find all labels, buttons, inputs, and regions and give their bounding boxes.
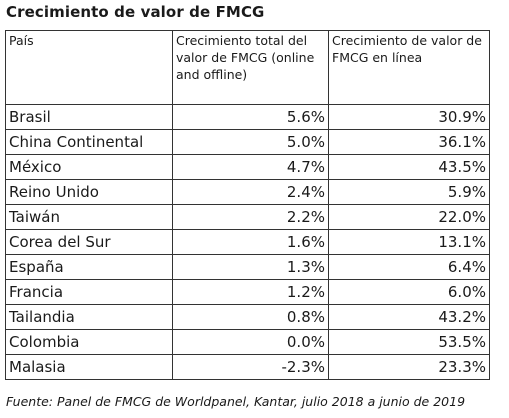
online-growth-cell: 53.5% <box>328 329 490 355</box>
table-row: Tailandia 0.8% 43.2% <box>5 304 490 330</box>
header-total-growth: Crecimiento total del valor de FMCG (onl… <box>172 30 329 105</box>
table-row: México 4.7% 43.5% <box>5 154 490 180</box>
total-growth-cell: 1.2% <box>172 279 329 305</box>
table-title: Crecimiento de valor de FMCG <box>6 3 265 21</box>
table-row: Corea del Sur 1.6% 13.1% <box>5 229 490 255</box>
online-growth-cell: 43.2% <box>328 304 490 330</box>
online-growth-cell: 22.0% <box>328 204 490 230</box>
country-cell: Reino Unido <box>5 179 173 205</box>
online-growth-cell: 30.9% <box>328 104 490 130</box>
online-growth-cell: 6.4% <box>328 254 490 280</box>
online-growth-cell: 43.5% <box>328 154 490 180</box>
online-growth-cell: 23.3% <box>328 354 490 380</box>
total-growth-cell: 0.0% <box>172 329 329 355</box>
country-cell: México <box>5 154 173 180</box>
total-growth-cell: 5.0% <box>172 129 329 155</box>
country-cell: España <box>5 254 173 280</box>
online-growth-cell: 36.1% <box>328 129 490 155</box>
table-row: Brasil 5.6% 30.9% <box>5 104 490 130</box>
total-growth-cell: 1.6% <box>172 229 329 255</box>
table-row: Francia 1.2% 6.0% <box>5 279 490 305</box>
table-row: China Continental 5.0% 36.1% <box>5 129 490 155</box>
total-growth-cell: 2.2% <box>172 204 329 230</box>
total-growth-cell: 0.8% <box>172 304 329 330</box>
country-cell: Corea del Sur <box>5 229 173 255</box>
fmcg-growth-table: País Crecimiento total del valor de FMCG… <box>5 30 490 380</box>
online-growth-cell: 5.9% <box>328 179 490 205</box>
country-cell: Colombia <box>5 329 173 355</box>
total-growth-cell: 5.6% <box>172 104 329 130</box>
table-row: España 1.3% 6.4% <box>5 254 490 280</box>
country-cell: China Continental <box>5 129 173 155</box>
country-cell: Malasia <box>5 354 173 380</box>
header-country: País <box>5 30 173 105</box>
header-online-growth: Crecimiento de valor de FMCG en línea <box>328 30 490 105</box>
country-cell: Francia <box>5 279 173 305</box>
total-growth-cell: -2.3% <box>172 354 329 380</box>
online-growth-cell: 6.0% <box>328 279 490 305</box>
table-row: Colombia 0.0% 53.5% <box>5 329 490 355</box>
total-growth-cell: 4.7% <box>172 154 329 180</box>
country-cell: Brasil <box>5 104 173 130</box>
total-growth-cell: 1.3% <box>172 254 329 280</box>
header-row: País Crecimiento total del valor de FMCG… <box>5 30 490 105</box>
country-cell: Taiwán <box>5 204 173 230</box>
table-row: Taiwán 2.2% 22.0% <box>5 204 490 230</box>
table-row: Reino Unido 2.4% 5.9% <box>5 179 490 205</box>
country-cell: Tailandia <box>5 304 173 330</box>
online-growth-cell: 13.1% <box>328 229 490 255</box>
table-row: Malasia -2.3% 23.3% <box>5 354 490 380</box>
source-note: Fuente: Panel de FMCG de Worldpanel, Kan… <box>6 394 466 409</box>
total-growth-cell: 2.4% <box>172 179 329 205</box>
